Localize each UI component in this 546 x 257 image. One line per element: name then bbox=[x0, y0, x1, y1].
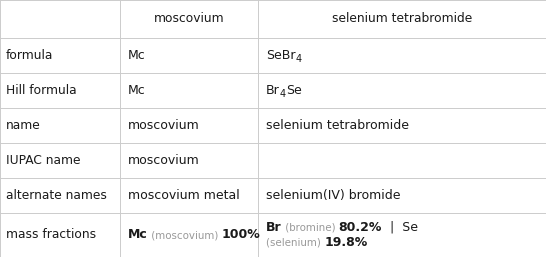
Text: name: name bbox=[6, 119, 41, 132]
Text: Mc: Mc bbox=[128, 84, 146, 97]
Text: 100%: 100% bbox=[221, 228, 260, 242]
Text: Br: Br bbox=[266, 84, 280, 97]
Text: 4: 4 bbox=[280, 89, 286, 99]
Text: formula: formula bbox=[6, 49, 54, 62]
Text: 4: 4 bbox=[295, 54, 301, 64]
Text: moscovium: moscovium bbox=[153, 13, 224, 25]
Text: selenium tetrabromide: selenium tetrabromide bbox=[266, 119, 409, 132]
Text: moscovium: moscovium bbox=[128, 154, 200, 167]
Text: (selenium): (selenium) bbox=[266, 238, 324, 248]
Text: Hill formula: Hill formula bbox=[6, 84, 76, 97]
Text: selenium tetrabromide: selenium tetrabromide bbox=[332, 13, 472, 25]
Text: Mc: Mc bbox=[128, 49, 146, 62]
Text: SeBr: SeBr bbox=[266, 49, 295, 62]
Text: Mc: Mc bbox=[128, 228, 148, 242]
Text: selenium(IV) bromide: selenium(IV) bromide bbox=[266, 189, 401, 202]
Text: |  Se: | Se bbox=[382, 221, 418, 234]
Text: Br: Br bbox=[266, 221, 282, 234]
Text: (moscovium): (moscovium) bbox=[148, 230, 221, 240]
Text: alternate names: alternate names bbox=[6, 189, 107, 202]
Text: 19.8%: 19.8% bbox=[324, 236, 367, 250]
Text: (bromine): (bromine) bbox=[282, 222, 339, 232]
Text: 80.2%: 80.2% bbox=[339, 221, 382, 234]
Text: moscovium: moscovium bbox=[128, 119, 200, 132]
Text: moscovium metal: moscovium metal bbox=[128, 189, 240, 202]
Text: Se: Se bbox=[286, 84, 301, 97]
Text: IUPAC name: IUPAC name bbox=[6, 154, 80, 167]
Text: mass fractions: mass fractions bbox=[6, 228, 96, 242]
